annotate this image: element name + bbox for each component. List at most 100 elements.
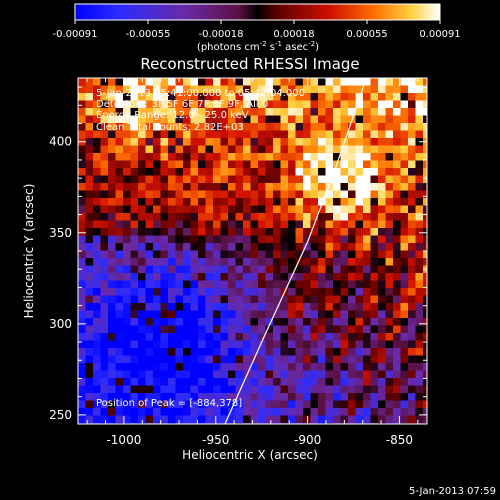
heatmap-cell [423,168,427,176]
heatmap-cell [123,303,131,311]
heatmap-cell [385,190,394,199]
heatmap-cell [138,93,146,101]
heatmap-cell [138,303,146,311]
heatmap-cell [370,153,379,161]
heatmap-cell [115,78,124,86]
heatmap-cell [93,168,101,176]
heatmap-cell [138,355,146,364]
heatmap-cell [423,220,427,229]
heatmap-cell [85,160,94,169]
heatmap-cell [385,348,394,356]
heatmap-cell [310,153,319,161]
heatmap-cell [295,258,304,266]
heatmap-cell [423,108,427,116]
heatmap-cell [243,205,251,214]
heatmap-cell [235,280,244,289]
heatmap-cell [198,78,206,86]
heatmap-cell [153,123,161,131]
heatmap-cell [115,408,124,416]
heatmap-cell [295,168,304,176]
heatmap-cell [333,265,341,274]
heatmap-cell [408,325,416,334]
heatmap-cell [310,385,319,394]
heatmap-cell [415,198,424,206]
heatmap-cell [348,123,356,131]
heatmap-cell [228,138,236,146]
heatmap-cell [423,273,427,281]
heatmap-cell [250,400,259,409]
heatmap-cell [325,115,334,124]
heatmap-cell [108,198,116,206]
heatmap-cell [145,168,154,176]
heatmap-cell [235,235,244,244]
heatmap-cell [213,205,221,214]
heatmap-cell [363,190,371,199]
heatmap-cell [168,220,176,229]
heatmap-cell [153,160,161,169]
heatmap-cell [333,198,341,206]
heatmap-cell [175,183,184,191]
heatmap-cell [213,378,221,386]
heatmap-cell [295,295,304,304]
heatmap-cell [130,93,139,101]
heatmap-cell [363,258,371,266]
heatmap-cell [265,160,274,169]
heatmap-cell [183,78,191,86]
heatmap-cell [93,333,101,341]
heatmap-cell [340,183,349,191]
heatmap-cell [220,243,229,251]
heatmap-cell [183,130,191,139]
heatmap-cell [213,325,221,334]
heatmap-cell [273,190,281,199]
heatmap-cell [100,145,109,154]
heatmap-cell [355,400,364,409]
heatmap-cell [205,408,214,416]
heatmap-cell [415,385,424,394]
heatmap-cell [288,303,296,311]
heatmap-cell [198,108,206,116]
heatmap-cell [190,213,199,221]
heatmap-cell [235,378,244,386]
heatmap-cell [153,340,161,349]
heatmap-cell [273,378,281,386]
x-tick-label: -900 [294,433,321,447]
heatmap-cell [85,288,94,296]
heatmap-cell [168,85,176,94]
heatmap-cell [108,100,116,109]
heatmap-cell [220,273,229,281]
heatmap-cell [355,190,364,199]
heatmap-cell [205,288,214,296]
heatmap-cell [250,333,259,341]
heatmap-cell [115,108,124,116]
heatmap-cell [108,153,116,161]
heatmap-cell [130,303,139,311]
heatmap-cell [205,340,214,349]
heatmap-cell [280,93,289,101]
heatmap-cell [93,183,101,191]
heatmap-cell [355,288,364,296]
heatmap-cell [385,243,394,251]
heatmap-cell [265,190,274,199]
heatmap-cell [220,280,229,289]
heatmap-cell [220,183,229,191]
heatmap-cell [258,348,266,356]
heatmap-cell [265,115,274,124]
heatmap-cell [138,370,146,379]
heatmap-cell [235,265,244,274]
heatmap-cell [258,108,266,116]
heatmap-cell [340,385,349,394]
heatmap-cell [145,160,154,169]
heatmap-cell [138,243,146,251]
heatmap-cell [85,310,94,319]
heatmap-cell [108,348,116,356]
heatmap-cell [190,85,199,94]
heatmap-cell [108,213,116,221]
heatmap-cell [400,160,409,169]
heatmap-cell [130,333,139,341]
heatmap-cell [258,123,266,131]
heatmap-cell [303,145,311,154]
heatmap-cell [280,340,289,349]
heatmap-cell [168,138,176,146]
heatmap-cell [145,258,154,266]
